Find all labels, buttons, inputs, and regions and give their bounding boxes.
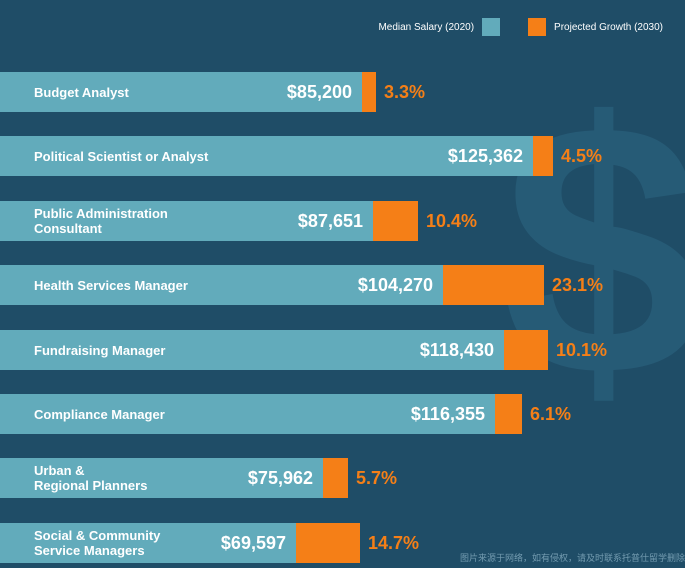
growth-label: 10.1% [556,340,608,360]
growth-bar [323,458,348,498]
growth-bar [362,72,376,112]
job-label: Public Administration Consultant [34,206,168,236]
job-label: Social & Community Service Managers [34,528,161,558]
growth-label: 10.4% [426,211,478,231]
salary-bar [0,458,323,498]
growth-label: 23.1% [552,275,604,295]
legend-salary-label: Median Salary (2020) [378,21,475,33]
growth-label: 14.7% [368,533,420,553]
salary-label: $125,362 [447,146,523,166]
legend-growth-label: Projected Growth (2030) [554,21,663,33]
salary-bar [0,330,504,370]
growth-bar [296,523,360,563]
salary-bar [0,72,362,112]
salary-bar [0,265,443,305]
job-label: Fundraising Manager [34,342,166,358]
growth-bar [373,201,418,241]
salary-label: $87,651 [297,211,363,231]
salary-label: $118,430 [419,340,494,360]
job-label: Urban & Regional Planners [34,463,148,493]
watermark: 图片来源于网络，如有侵权，请及时联系托普仕留学删除 [459,553,685,563]
salary-label: $85,200 [286,82,352,102]
legend-growth-swatch [528,18,547,36]
salary-label: $75,962 [247,468,313,488]
salary-bar [0,201,373,241]
salary-label: $116,355 [410,404,485,424]
growth-label: 6.1% [530,404,572,424]
salary-label: $104,270 [357,275,433,295]
salary-bar [0,136,533,176]
legend-item-salary: Median Salary (2020) [378,18,501,36]
legend: Median Salary (2020) Projected Growth (2… [378,18,663,36]
growth-bar [443,265,544,305]
growth-bar [533,136,553,176]
growth-bar [504,330,548,370]
dollar-sign-icon: $ [502,49,685,451]
legend-item-growth: Projected Growth (2030) [528,18,663,36]
job-label: Compliance Manager [34,406,165,422]
growth-bar [495,394,522,434]
growth-label: 3.3% [384,82,426,102]
job-label: Budget Analyst [34,84,129,100]
job-label: Health Services Manager [34,277,188,293]
legend-salary-swatch [482,18,501,36]
job-label: Political Scientist or Analyst [34,148,209,164]
growth-label: 5.7% [356,468,398,488]
growth-label: 4.5% [561,146,603,166]
salary-bar [0,394,495,434]
salary-bar [0,523,296,563]
salary-label: $69,597 [220,533,286,553]
